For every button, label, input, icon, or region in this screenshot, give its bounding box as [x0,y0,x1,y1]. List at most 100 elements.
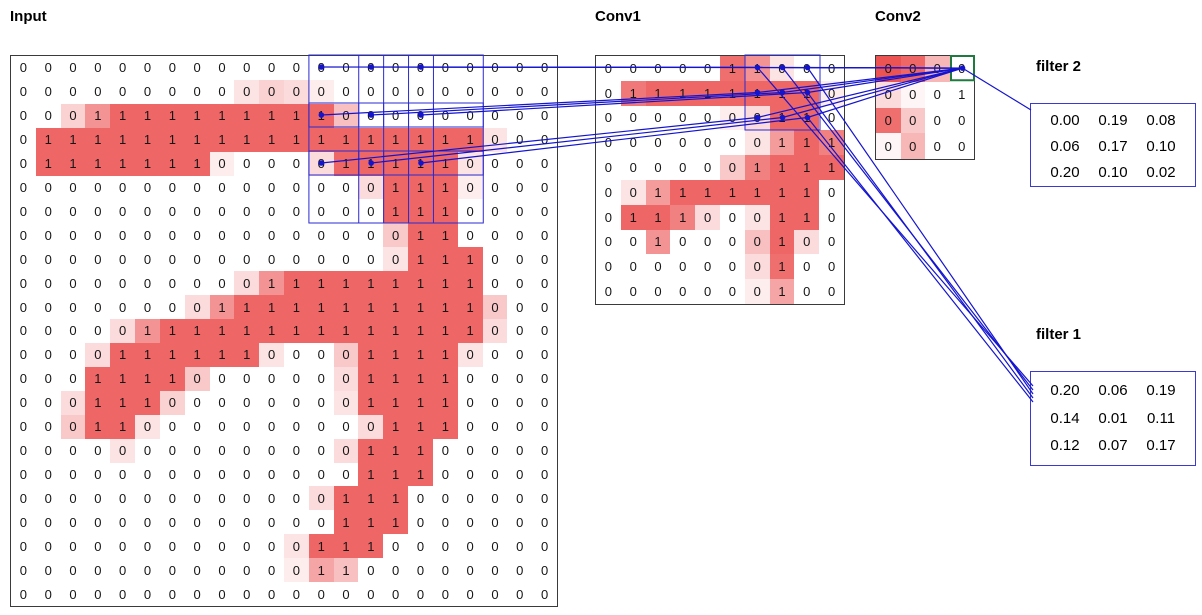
input-cell: 0 [392,108,400,124]
conv1-cell: 0 [827,284,836,300]
input-cell: 1 [358,486,384,511]
input-cell: 0 [218,419,226,435]
input-cell: 0 [491,156,499,172]
input-cell: 0 [333,366,359,391]
input-cell: 0 [69,347,77,363]
input-cell: 0 [333,103,359,128]
input-cell: 1 [110,103,136,128]
input-cell: 0 [292,443,301,459]
conv1-cell: 0 [679,135,687,151]
input-cell: 0 [416,538,425,554]
input-cell: 0 [119,562,127,578]
conv1-cell: 1 [769,204,795,230]
input-cell: 1 [159,319,185,343]
conv1-cell: 1 [620,80,646,106]
conv1-cell: 0 [629,60,637,76]
input-cell: 0 [44,538,52,554]
input-cell: 0 [466,514,474,530]
input-cell: 1 [110,127,136,152]
input-cell: 1 [159,366,185,391]
input-cell: 0 [516,156,524,172]
input-cell: 1 [408,462,433,487]
conv1-cell: 0 [744,279,770,304]
input-cell: 0 [243,180,251,196]
conv1-cell: 1 [819,130,844,156]
conv1-cell: 0 [654,110,662,126]
input-cell: 0 [292,251,301,267]
input-cell: 0 [44,60,52,76]
input-cell: 0 [416,84,425,100]
conv1-cell: 0 [719,105,745,131]
input-cell: 0 [143,227,152,243]
input-cell: 0 [491,371,499,387]
conv1-cell: 0 [744,130,770,156]
input-cell: 0 [383,247,409,272]
input-cell: 1 [333,534,359,559]
conv2-cell: 0 [900,81,925,108]
input-cell: 0 [143,562,152,578]
conv1-cell: 0 [744,105,770,131]
conv1-cell: 1 [670,80,696,106]
conv1-cell: 0 [703,135,712,151]
input-cell: 0 [292,227,301,243]
input-cell: 0 [193,466,201,482]
input-cell: 0 [292,180,301,196]
input-cell: 0 [284,79,309,104]
conv2-cell: 1 [958,87,966,103]
conv1-cell: 0 [728,209,736,225]
input-cell: 0 [69,443,77,459]
input-cell: 0 [540,586,549,602]
input-cell: 0 [69,275,77,291]
input-cell: 0 [243,227,251,243]
input-cell: 0 [243,419,251,435]
input-cell: 0 [193,490,201,506]
input-cell: 0 [367,203,375,219]
input-cell: 0 [243,156,251,172]
input-cell: 1 [408,175,433,200]
conv1-cell: 0 [827,234,836,250]
input-cell: 0 [44,347,52,363]
input-cell: 0 [540,562,549,578]
input-cell: 1 [358,390,384,415]
conv1-cell: 1 [620,204,646,230]
input-cell: 0 [193,538,201,554]
input-cell: 0 [218,466,226,482]
input-cell: 1 [259,271,284,296]
input-cell: 0 [367,60,375,76]
input-cell: 1 [284,271,309,296]
conv1-cell: 1 [719,56,745,81]
input-cell: 0 [358,414,384,439]
input-cell: 0 [491,490,499,506]
input-cell: 0 [19,108,28,124]
conv1-cell: 1 [670,204,696,230]
conv1-cell: 0 [703,160,712,176]
input-cell: 0 [119,490,127,506]
input-cell: 0 [367,562,375,578]
input-cell: 0 [119,586,127,602]
input-cell: 0 [540,371,549,387]
input-cell: 1 [408,223,433,248]
input-cell: 0 [119,514,127,530]
input-cell: 0 [308,486,334,511]
input-cell: 1 [408,151,433,176]
input-cell: 0 [491,538,499,554]
input-cell: 0 [168,251,176,267]
conv1-cell: 0 [629,160,637,176]
input-cell: 0 [69,203,77,219]
input-cell: 1 [110,390,136,415]
input-cell: 0 [44,251,52,267]
input-cell: 0 [69,251,77,267]
conv1-cell: 0 [654,259,662,275]
conv1-cell: 1 [794,130,820,156]
input-cell: 1 [383,390,409,415]
input-cell: 0 [44,203,52,219]
input-cell: 0 [284,534,309,559]
input-cell: 0 [243,538,251,554]
input-cell: 0 [143,251,152,267]
input-cell: 1 [383,295,409,320]
input-cell: 0 [119,227,127,243]
conv1-cell: 1 [794,80,820,106]
input-cell: 0 [218,180,226,196]
